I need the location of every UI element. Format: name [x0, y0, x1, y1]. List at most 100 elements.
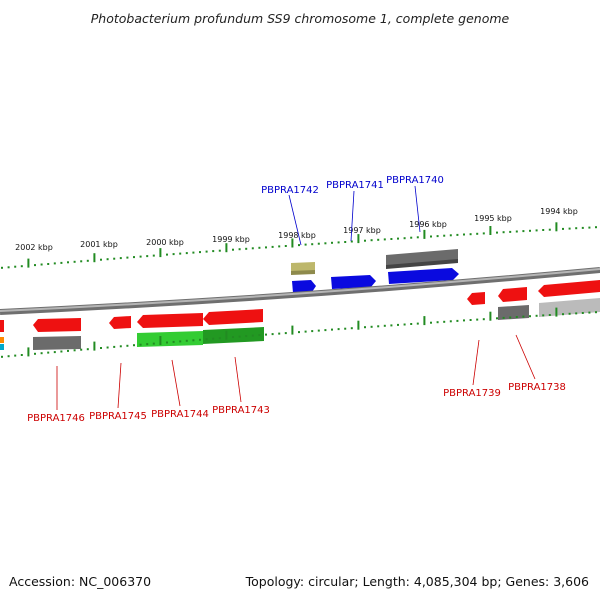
gene-pbpra1742[interactable] — [292, 280, 316, 293]
outer-tick — [14, 265, 17, 268]
outer-tick — [100, 258, 102, 261]
inner-tick — [47, 351, 50, 354]
outer-tick — [542, 229, 545, 231]
inner-tick — [469, 319, 472, 321]
scale-label-1995: 1995 kbp — [474, 214, 512, 223]
outer-tick — [53, 262, 56, 265]
inner-tick — [542, 314, 545, 317]
gene-label-pbpra1742[interactable]: PBPRA1742 — [261, 185, 319, 196]
inner-tick — [159, 336, 162, 345]
outer-tick — [40, 263, 43, 266]
gene-pbpra1745[interactable] — [109, 316, 131, 329]
inner-tick — [179, 340, 182, 343]
outer-tick — [238, 248, 241, 251]
outer-tick — [588, 226, 591, 229]
outer-tick — [179, 252, 182, 255]
outer-tick — [595, 226, 597, 229]
inner-tick — [192, 339, 195, 342]
gene-feature-green-1743[interactable] — [203, 327, 264, 344]
inner-tick — [152, 342, 155, 345]
gene-label-pbpra1744[interactable]: PBPRA1744 — [151, 409, 209, 420]
footer-accession: Accession: NC_006370 — [9, 574, 151, 589]
outer-tick — [496, 231, 498, 234]
inner-tick — [245, 335, 248, 338]
outer-tick — [304, 243, 307, 246]
outer-tick — [119, 257, 122, 260]
inner-tick — [27, 347, 30, 357]
outer-tick — [205, 250, 208, 253]
outer-tick — [106, 258, 109, 261]
gene-pbpra1746[interactable] — [33, 318, 81, 332]
gene-feature-gray-1746[interactable] — [33, 336, 81, 350]
gene-label-pbpra1746[interactable]: PBPRA1746 — [27, 413, 85, 424]
inner-tick — [317, 329, 320, 332]
outer-tick — [86, 259, 89, 262]
gene-partial-right-red[interactable] — [538, 280, 600, 297]
outer-tick — [416, 236, 419, 239]
inner-tick — [185, 339, 188, 342]
outer-tick — [311, 243, 314, 246]
outer-tick — [515, 230, 518, 233]
inner-tick — [199, 338, 201, 341]
gene-label-pbpra1740[interactable]: PBPRA1740 — [386, 175, 444, 186]
outer-tick — [509, 230, 512, 233]
gene-label-pbpra1739[interactable]: PBPRA1739 — [443, 388, 501, 399]
outer-tick — [73, 260, 76, 263]
gene-feature-gray-1738[interactable] — [498, 305, 529, 320]
map-title: Photobacterium profundum SS9 chromosome … — [91, 11, 510, 26]
gene-partial-left[interactable] — [0, 320, 4, 332]
inner-tick — [126, 344, 129, 347]
inner-tick — [595, 311, 597, 314]
outer-tick — [370, 239, 373, 242]
gene-partial-right-gray[interactable] — [539, 298, 600, 317]
outer-tick — [331, 241, 333, 244]
outer-tick — [449, 234, 452, 237]
gene-pbpra1741[interactable] — [331, 275, 376, 289]
gene-feature-khaki-shade — [291, 270, 315, 275]
gene-pbpra1739[interactable] — [467, 292, 485, 305]
outer-tick — [93, 253, 96, 263]
scale-label-1996: 1996 kbp — [409, 220, 447, 229]
gene-pbpra1743[interactable] — [203, 309, 263, 325]
inner-tick — [172, 340, 175, 343]
inner-tick — [139, 343, 142, 346]
outer-tick — [166, 253, 168, 256]
gene-label-pbpra1741[interactable]: PBPRA1741 — [326, 180, 384, 191]
footer-topology: Topology: circular; Length: 4,085,304 bp… — [245, 574, 589, 589]
inner-tick — [100, 347, 102, 349]
outer-tick — [67, 261, 69, 264]
outer-tick — [152, 254, 155, 257]
outer-tick — [139, 255, 142, 258]
inner-tick-ring — [1, 307, 597, 358]
inner-tick — [331, 328, 333, 331]
outer-tick — [548, 228, 551, 231]
gene-label-pbpra1745[interactable]: PBPRA1745 — [89, 411, 147, 422]
outer-tick — [245, 247, 248, 250]
outer-tick — [159, 248, 162, 258]
inner-tick — [113, 345, 116, 348]
inner-tick — [416, 322, 419, 325]
gene-pbpra1744[interactable] — [137, 313, 203, 328]
inner-tick — [383, 324, 386, 327]
inner-tick — [218, 337, 221, 340]
scale-label-1999: 1999 kbp — [212, 235, 250, 244]
outer-tick — [364, 239, 366, 242]
connector-pbpra1741 — [350, 190, 355, 242]
inner-tick — [430, 321, 432, 324]
inner-tick — [86, 348, 89, 351]
inner-tick — [397, 323, 399, 326]
gene-pbpra1738[interactable] — [498, 287, 527, 302]
inner-tick — [350, 327, 353, 330]
forward-gene-labels: PBPRA1742 PBPRA1741 PBPRA1740 — [261, 175, 444, 196]
inner-tick — [53, 351, 56, 354]
inner-tick — [106, 346, 109, 349]
inner-tick — [436, 321, 439, 324]
gene-label-pbpra1738[interactable]: PBPRA1738 — [508, 382, 566, 393]
gene-pbpra1740[interactable] — [388, 268, 459, 284]
outer-tick — [251, 247, 254, 250]
outer-tick — [430, 235, 432, 238]
inner-tick — [324, 329, 327, 332]
outer-tick — [34, 264, 36, 267]
gene-label-pbpra1743[interactable]: PBPRA1743 — [212, 405, 270, 416]
outer-tick — [502, 231, 505, 234]
